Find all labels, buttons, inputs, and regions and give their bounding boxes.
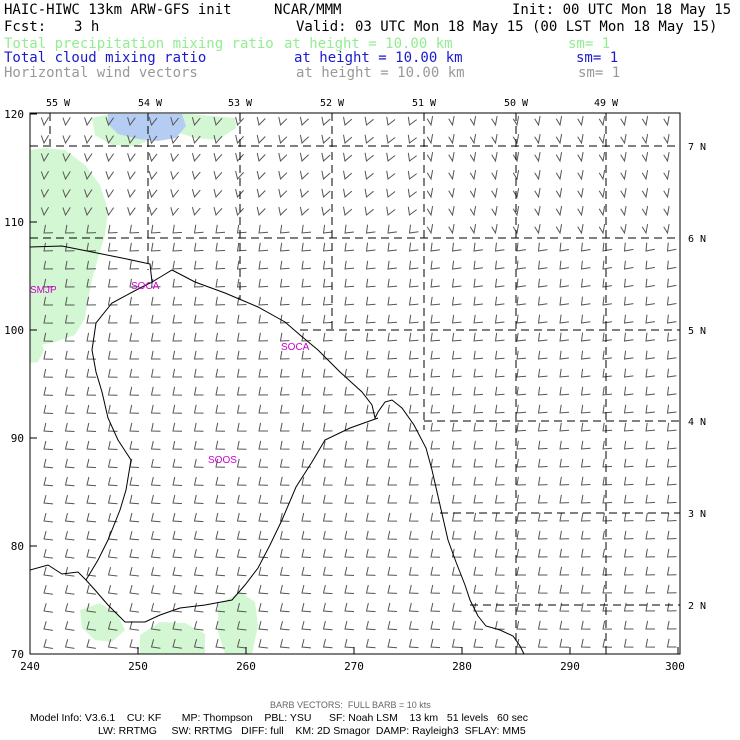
- x-tick-label-260: 260: [236, 660, 256, 673]
- lat-label-2n: 2 N: [688, 601, 706, 612]
- field-name-wind: Horizontal wind vectors: [4, 65, 198, 81]
- field-height-wind: at height = 10.00 km: [296, 65, 465, 81]
- border-western: [85, 281, 153, 581]
- plot-frame: [29, 112, 681, 655]
- cloud-shading: [108, 114, 186, 141]
- y-tick-label-100: 100: [4, 324, 24, 337]
- model-info-line-1: Model Info: V3.6.1 CU: KF MP: Thompson P…: [30, 712, 528, 724]
- field-sm-wind: sm= 1: [578, 65, 621, 81]
- x-tick-labels: 240 250 260 270 280 290 300: [20, 660, 685, 673]
- y-tick-label-90: 90: [11, 432, 24, 445]
- y-tick-label-70: 70: [11, 648, 24, 661]
- lon-labels: 55 W 54 W 53 W 52 W 51 W 50 W 49 W: [46, 98, 619, 109]
- border-suriname-fr-guiana: [30, 245, 525, 654]
- org-label: NCAR/MMM: [274, 2, 342, 18]
- station-label-soos: SOOS: [208, 455, 237, 466]
- precip-area-west: [30, 148, 108, 350]
- x-tick-label-300: 300: [665, 660, 685, 673]
- latlon-grid: [30, 113, 680, 654]
- border-brazil-interior: [30, 417, 379, 623]
- field-height-precip: at height = 10.00 km: [284, 36, 453, 52]
- y-axis: [30, 113, 37, 655]
- lon-label-51w: 51 W: [412, 98, 437, 109]
- precip-area-edge: [30, 252, 45, 274]
- lat-labels: 7 N 6 N 5 N 4 N 3 N 2 N: [688, 142, 706, 612]
- lat-label-7n: 7 N: [688, 142, 706, 153]
- valid-time: Valid: 03 UTC Mon 18 May 15 (00 LST Mon …: [296, 19, 718, 35]
- station-label-soca-1: SOCA: [131, 281, 160, 292]
- y-tick-label-80: 80: [11, 540, 24, 553]
- lat-label-5n: 5 N: [688, 326, 706, 337]
- y-tick-labels: 70 80 90 100 110 120: [4, 108, 24, 661]
- x-tick-label-240: 240: [20, 660, 40, 673]
- precip-area-south-1: [80, 603, 125, 642]
- x-tick-label-280: 280: [452, 660, 472, 673]
- lat-label-3n: 3 N: [688, 509, 706, 520]
- lon-label-49w: 49 W: [594, 98, 619, 109]
- forecast-hour: 3 h: [74, 19, 100, 35]
- lon-label-50w: 50 W: [504, 98, 529, 109]
- x-axis: [29, 647, 679, 654]
- init-time: Init: 00 UTC Mon 18 May 15: [512, 2, 732, 18]
- x-tick-label-290: 290: [560, 660, 580, 673]
- precip-area-south-3: [218, 592, 258, 654]
- y-tick-label-120: 120: [4, 108, 24, 121]
- lon-label-53w: 53 W: [228, 98, 253, 109]
- forecast-label: Fcst:: [4, 19, 47, 35]
- precip-shading: [30, 114, 258, 654]
- lat-label-4n: 4 N: [688, 417, 706, 428]
- wind-barb-field: [40, 116, 677, 649]
- lon-label-52w: 52 W: [320, 98, 345, 109]
- plot-title: HAIC-HIWC 13km ARW-GFS init: [4, 2, 232, 18]
- coastline-borders: [30, 245, 525, 654]
- field-height-cloud: at height = 10.00 km: [294, 50, 463, 66]
- x-tick-label-250: 250: [128, 660, 148, 673]
- station-label-soca-2: SOCA: [281, 342, 310, 353]
- field-sm-precip: sm= 1: [568, 36, 611, 52]
- wind-barbs: [40, 116, 677, 649]
- lon-label-54w: 54 W: [138, 98, 163, 109]
- precip-area-west-tail: [30, 338, 44, 363]
- station-labels: SMJP SOCA SOCA SOOS: [30, 281, 310, 466]
- y-tick-label-110: 110: [4, 216, 24, 229]
- x-tick-label-270: 270: [344, 660, 364, 673]
- station-label-smjp: SMJP: [30, 285, 57, 296]
- lon-label-55w: 55 W: [46, 98, 71, 109]
- field-name-cloud: Total cloud mixing ratio: [4, 50, 207, 66]
- barb-legend: BARB VECTORS: FULL BARB = 10 kts: [270, 700, 431, 710]
- field-name-precip: Total precipitation mixing ratio: [4, 36, 274, 52]
- field-sm-cloud: sm= 1: [576, 50, 619, 66]
- model-info-line-2: LW: RRTMG SW: RRTMG DIFF: full KM: 2D Sm…: [98, 725, 526, 737]
- lat-label-6n: 6 N: [688, 234, 706, 245]
